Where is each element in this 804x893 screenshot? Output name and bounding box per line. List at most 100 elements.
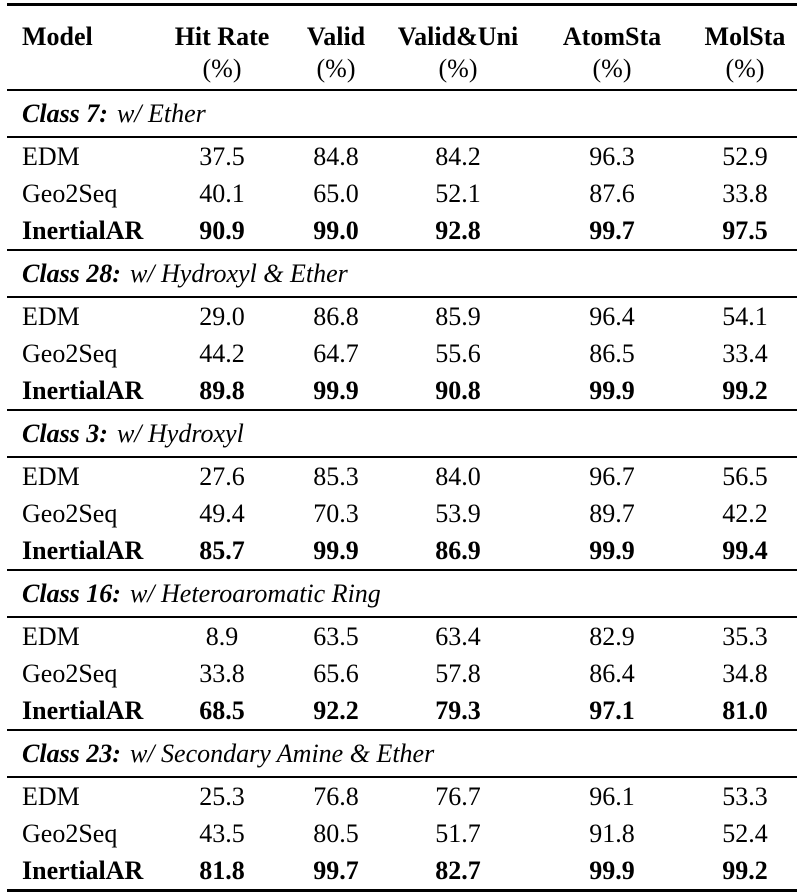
value-cell: 91.8 [589, 818, 635, 848]
table-row: EDM 37.5 84.8 84.2 96.3 52.9 [7, 137, 797, 175]
value-cell: 70.3 [313, 498, 359, 528]
value-cell: 76.8 [313, 781, 359, 811]
value-cell: 63.5 [313, 621, 359, 651]
value-cell: 86.5 [589, 338, 635, 368]
value-cell: 97.1 [589, 695, 635, 725]
table-row: EDM 29.0 86.8 85.9 96.4 54.1 [7, 297, 797, 335]
value-cell: 97.5 [722, 215, 768, 245]
value-cell: 44.2 [199, 338, 245, 368]
section-class-label: Class 3: [22, 418, 108, 448]
value-cell: 40.1 [199, 178, 245, 208]
value-cell: 25.3 [199, 781, 245, 811]
value-cell: 96.7 [589, 461, 635, 491]
section-header-class-23: Class 23: w/ Secondary Amine & Ether [7, 729, 797, 778]
value-cell: 52.9 [722, 141, 768, 171]
table-row: Geo2Seq 49.4 70.3 53.9 89.7 42.2 [7, 495, 797, 532]
results-table: Model Hit Rate Valid Valid&Uni AtomSta M… [7, 3, 797, 892]
value-cell: 33.8 [199, 658, 245, 688]
value-cell: 85.7 [199, 535, 245, 565]
value-cell: 68.5 [199, 695, 245, 725]
value-cell: 65.0 [313, 178, 359, 208]
value-cell: 99.9 [313, 375, 359, 405]
model-cell: EDM [22, 781, 80, 811]
column-unit-atomsta: (%) [531, 53, 693, 91]
model-cell: EDM [22, 621, 80, 651]
section-header-class-16: Class 16: w/ Heteroaromatic Ring [7, 569, 797, 618]
column-header-molsta: MolSta [704, 22, 786, 51]
section-condition: w/ Hydroxyl [116, 418, 244, 448]
table-row: Geo2Seq 43.5 80.5 51.7 91.8 52.4 [7, 815, 797, 852]
value-cell: 99.4 [722, 535, 768, 565]
model-cell: Geo2Seq [22, 498, 118, 528]
value-cell: 99.2 [722, 855, 768, 885]
value-cell: 96.4 [589, 301, 635, 331]
value-cell: 86.4 [589, 658, 635, 688]
value-cell: 99.9 [589, 375, 635, 405]
value-cell: 84.2 [435, 141, 481, 171]
value-cell: 89.7 [589, 498, 635, 528]
value-cell: 37.5 [199, 141, 245, 171]
column-header-atomsta: AtomSta [562, 22, 662, 51]
value-cell: 27.6 [199, 461, 245, 491]
value-cell: 34.8 [722, 658, 768, 688]
value-cell: 80.5 [313, 818, 359, 848]
column-header-hit-rate: Hit Rate [174, 22, 270, 51]
value-cell: 99.7 [589, 215, 635, 245]
value-cell: 56.5 [722, 461, 768, 491]
column-unit-molsta: (%) [693, 53, 797, 91]
column-unit-model [7, 53, 157, 91]
table-row: InertialAR 85.7 99.9 86.9 99.9 99.4 [7, 532, 797, 570]
value-cell: 51.7 [435, 818, 481, 848]
value-cell: 49.4 [199, 498, 245, 528]
value-cell: 99.9 [313, 535, 359, 565]
header-row: Model Hit Rate Valid Valid&Uni AtomSta M… [7, 5, 797, 54]
section-header-class-7: Class 7: w/ Ether [7, 89, 797, 138]
value-cell: 85.9 [435, 301, 481, 331]
table-row: EDM 25.3 76.8 76.7 96.1 53.3 [7, 777, 797, 815]
column-header-valid: Valid [306, 22, 366, 51]
value-cell: 82.9 [589, 621, 635, 651]
value-cell: 99.9 [589, 535, 635, 565]
value-cell: 84.0 [435, 461, 481, 491]
column-unit-hit-rate: (%) [157, 53, 287, 91]
section-condition: w/ Secondary Amine & Ether [129, 738, 435, 768]
value-cell: 52.4 [722, 818, 768, 848]
value-cell: 79.3 [435, 695, 481, 725]
value-cell: 33.8 [722, 178, 768, 208]
value-cell: 86.8 [313, 301, 359, 331]
value-cell: 76.7 [435, 781, 481, 811]
table-row: EDM 27.6 85.3 84.0 96.7 56.5 [7, 457, 797, 495]
table-row: Geo2Seq 33.8 65.6 57.8 86.4 34.8 [7, 655, 797, 692]
value-cell: 86.9 [435, 535, 481, 565]
section-class-label: Class 7: [22, 98, 108, 128]
table-row: InertialAR 81.8 99.7 82.7 99.9 99.2 [7, 852, 797, 891]
value-cell: 33.4 [722, 338, 768, 368]
value-cell: 57.8 [435, 658, 481, 688]
column-header-valid-uni: Valid&Uni [397, 22, 519, 51]
section-class-label: Class 28: [22, 258, 121, 288]
section-class-label: Class 23: [22, 738, 121, 768]
value-cell: 92.2 [313, 695, 359, 725]
table-row: InertialAR 68.5 92.2 79.3 97.1 81.0 [7, 692, 797, 730]
model-cell: Geo2Seq [22, 818, 118, 848]
section-header-class-3: Class 3: w/ Hydroxyl [7, 409, 797, 458]
column-unit-valid: (%) [287, 53, 385, 91]
value-cell: 54.1 [722, 301, 768, 331]
model-cell: Geo2Seq [22, 178, 118, 208]
table-row: InertialAR 90.9 99.0 92.8 99.7 97.5 [7, 212, 797, 250]
value-cell: 84.8 [313, 141, 359, 171]
section-class-label: Class 16: [22, 578, 121, 608]
value-cell: 82.7 [435, 855, 481, 885]
value-cell: 96.1 [589, 781, 635, 811]
model-cell: EDM [22, 141, 80, 171]
value-cell: 89.8 [199, 375, 245, 405]
value-cell: 63.4 [435, 621, 481, 651]
table-row: InertialAR 89.8 99.9 90.8 99.9 99.2 [7, 372, 797, 410]
model-cell: InertialAR [22, 375, 144, 405]
table-row: EDM 8.9 63.5 63.4 82.9 35.3 [7, 617, 797, 655]
value-cell: 42.2 [722, 498, 768, 528]
section-condition: w/ Heteroaromatic Ring [129, 578, 381, 608]
model-cell: InertialAR [22, 855, 144, 885]
value-cell: 99.2 [722, 375, 768, 405]
model-cell: InertialAR [22, 215, 144, 245]
